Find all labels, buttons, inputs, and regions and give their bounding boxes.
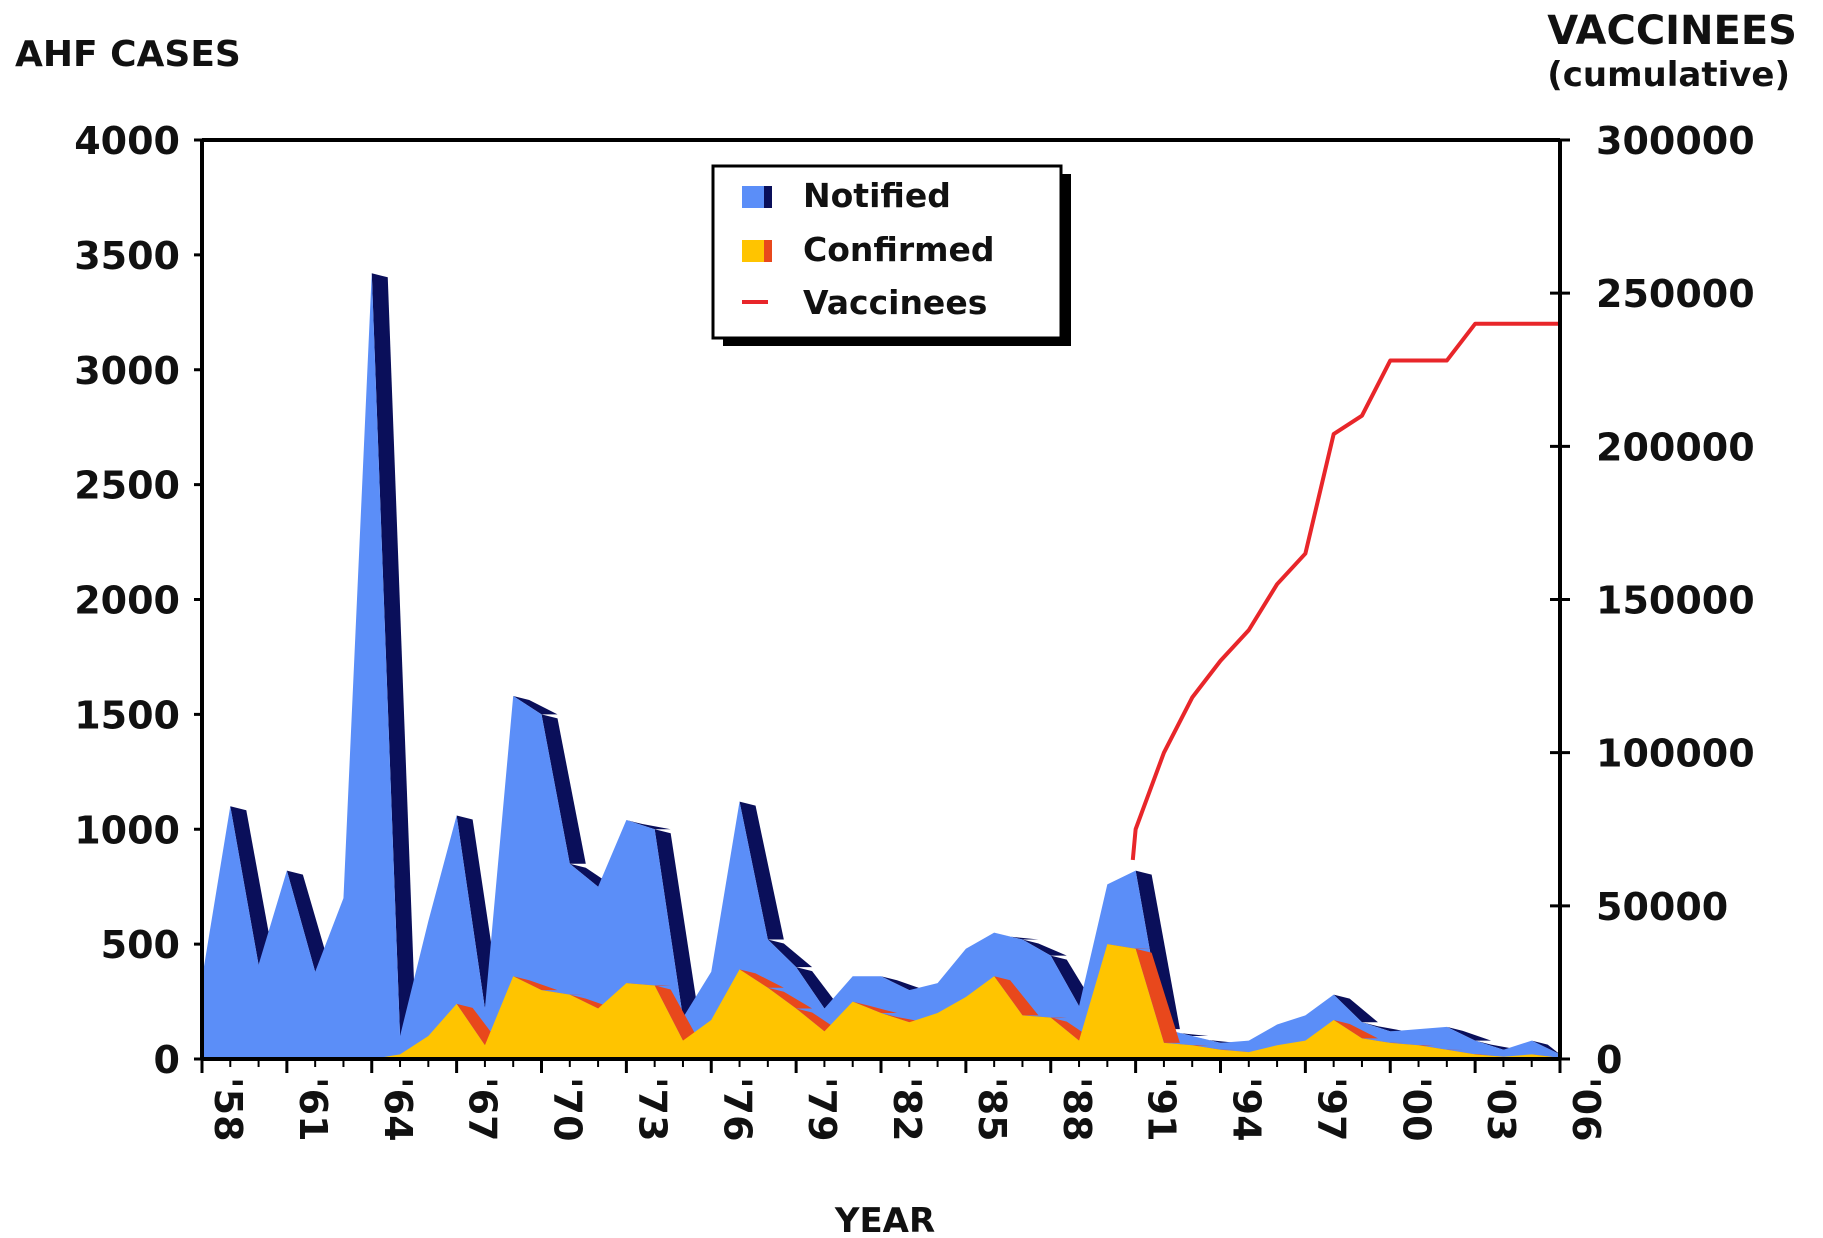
series-notified-depth-3 bbox=[286, 870, 332, 972]
legend-confirmed-swatch-shade bbox=[764, 240, 772, 262]
x-tick-label: '94 bbox=[1225, 1077, 1269, 1142]
y-left-tick-label: 1500 bbox=[74, 693, 180, 737]
x-tick-label: '97 bbox=[1309, 1077, 1353, 1142]
series-notified-depth-11 bbox=[513, 695, 558, 715]
y-left-tick-label: 0 bbox=[154, 1038, 180, 1082]
legend-vaccinees-label: Vaccinees bbox=[803, 283, 987, 322]
y-right-tick-label: 100000 bbox=[1596, 732, 1755, 776]
series-confirmed-depth-28 bbox=[994, 976, 1039, 1016]
x-tick-label: '58 bbox=[206, 1077, 250, 1142]
legend-confirmed-label: Confirmed bbox=[803, 230, 995, 269]
y-left-tick-label: 1000 bbox=[74, 808, 180, 852]
y-left-tick-label: 3500 bbox=[74, 234, 180, 278]
x-tick-label: '70 bbox=[546, 1077, 590, 1142]
series-notified-depth-47 bbox=[1531, 1040, 1560, 1055]
series-confirmed-depth-23 bbox=[852, 1001, 897, 1014]
legend-notified-label: Notified bbox=[803, 176, 951, 215]
x-tick-label: '79 bbox=[800, 1077, 844, 1142]
x-tick-label: '64 bbox=[376, 1077, 420, 1142]
series-notified-depth-33 bbox=[1135, 870, 1180, 1030]
series-notified-depth-6 bbox=[371, 273, 417, 1037]
series-notified-depth-20 bbox=[767, 939, 813, 968]
series-notified-area bbox=[202, 273, 1560, 1059]
series-notified-depth-29 bbox=[1022, 939, 1067, 956]
series-notified-depth-44 bbox=[1446, 1026, 1492, 1041]
series-notified-depth-16 bbox=[654, 829, 699, 1018]
series-notified-depth-21 bbox=[796, 967, 841, 1009]
x-tick-label: '03 bbox=[1479, 1077, 1523, 1142]
series-confirmed-depth-20 bbox=[767, 987, 813, 1009]
x-tick-label: '88 bbox=[1055, 1077, 1099, 1142]
series-notified-depth-12 bbox=[541, 714, 586, 864]
series-confirmed-depth-40 bbox=[1333, 1019, 1378, 1039]
y-right-tick-label: 50000 bbox=[1596, 885, 1728, 929]
y-left-tick-label: 2500 bbox=[74, 464, 180, 508]
series-confirmed-depth-16 bbox=[654, 985, 699, 1041]
y-right-tick-label: 200000 bbox=[1596, 425, 1755, 469]
y-right-axis-subtitle: (cumulative) bbox=[1547, 55, 1790, 95]
plot-area bbox=[202, 273, 1560, 1059]
legend-notified-swatch bbox=[742, 186, 764, 208]
y-left-tick-label: 4000 bbox=[74, 119, 180, 163]
legend-confirmed-swatch bbox=[742, 240, 764, 262]
y-right-tick-label: 300000 bbox=[1596, 119, 1755, 163]
series-notified-depth-40 bbox=[1333, 994, 1378, 1023]
axes: 0 500 1000 1500 2000 2500 3000 3500 4000 0 50000 10… bbox=[74, 119, 1754, 1142]
y-left-axis-title: AHF CASES bbox=[15, 34, 241, 75]
y-right-axis-title: VACCINEES bbox=[1547, 8, 1797, 54]
legend-notified-swatch-shade bbox=[764, 186, 772, 208]
series-confirmed-depth-33 bbox=[1135, 948, 1180, 1043]
legend: Notified Confirmed Vaccinees bbox=[711, 164, 1071, 346]
x-tick-label: '06 bbox=[1564, 1077, 1608, 1142]
y-right-tick-label: 0 bbox=[1596, 1038, 1622, 1082]
series-confirmed-depth-19 bbox=[739, 969, 784, 988]
y-left-tick-label: 2000 bbox=[74, 579, 180, 623]
x-tick-label: '73 bbox=[630, 1077, 674, 1142]
series-confirmed-area bbox=[202, 944, 1560, 1059]
series-confirmed-depth-21 bbox=[796, 1008, 841, 1032]
y-right-tick-label: 150000 bbox=[1596, 579, 1755, 623]
x-tick-label: '76 bbox=[715, 1077, 759, 1142]
series-confirmed-depth-11 bbox=[513, 976, 558, 991]
series-notified-depth-1 bbox=[230, 806, 275, 965]
x-tick-label: '91 bbox=[1140, 1077, 1184, 1142]
series-notified-depth-24 bbox=[881, 976, 926, 991]
y-left-tick-label: 3000 bbox=[74, 349, 180, 393]
x-axis-title: YEAR bbox=[834, 1201, 935, 1238]
x-tick-label: '82 bbox=[885, 1077, 929, 1142]
x-tick-label: '61 bbox=[291, 1077, 335, 1142]
x-tick-label: '85 bbox=[970, 1077, 1014, 1142]
y-left-tick-label: 500 bbox=[101, 923, 180, 967]
x-tick-label: '00 bbox=[1394, 1077, 1438, 1142]
y-right-tick-label: 250000 bbox=[1596, 272, 1755, 316]
x-tick-label: '67 bbox=[461, 1077, 505, 1142]
series-vaccinees-line bbox=[1130, 321, 1560, 861]
series-notified-depth-19 bbox=[739, 801, 784, 940]
